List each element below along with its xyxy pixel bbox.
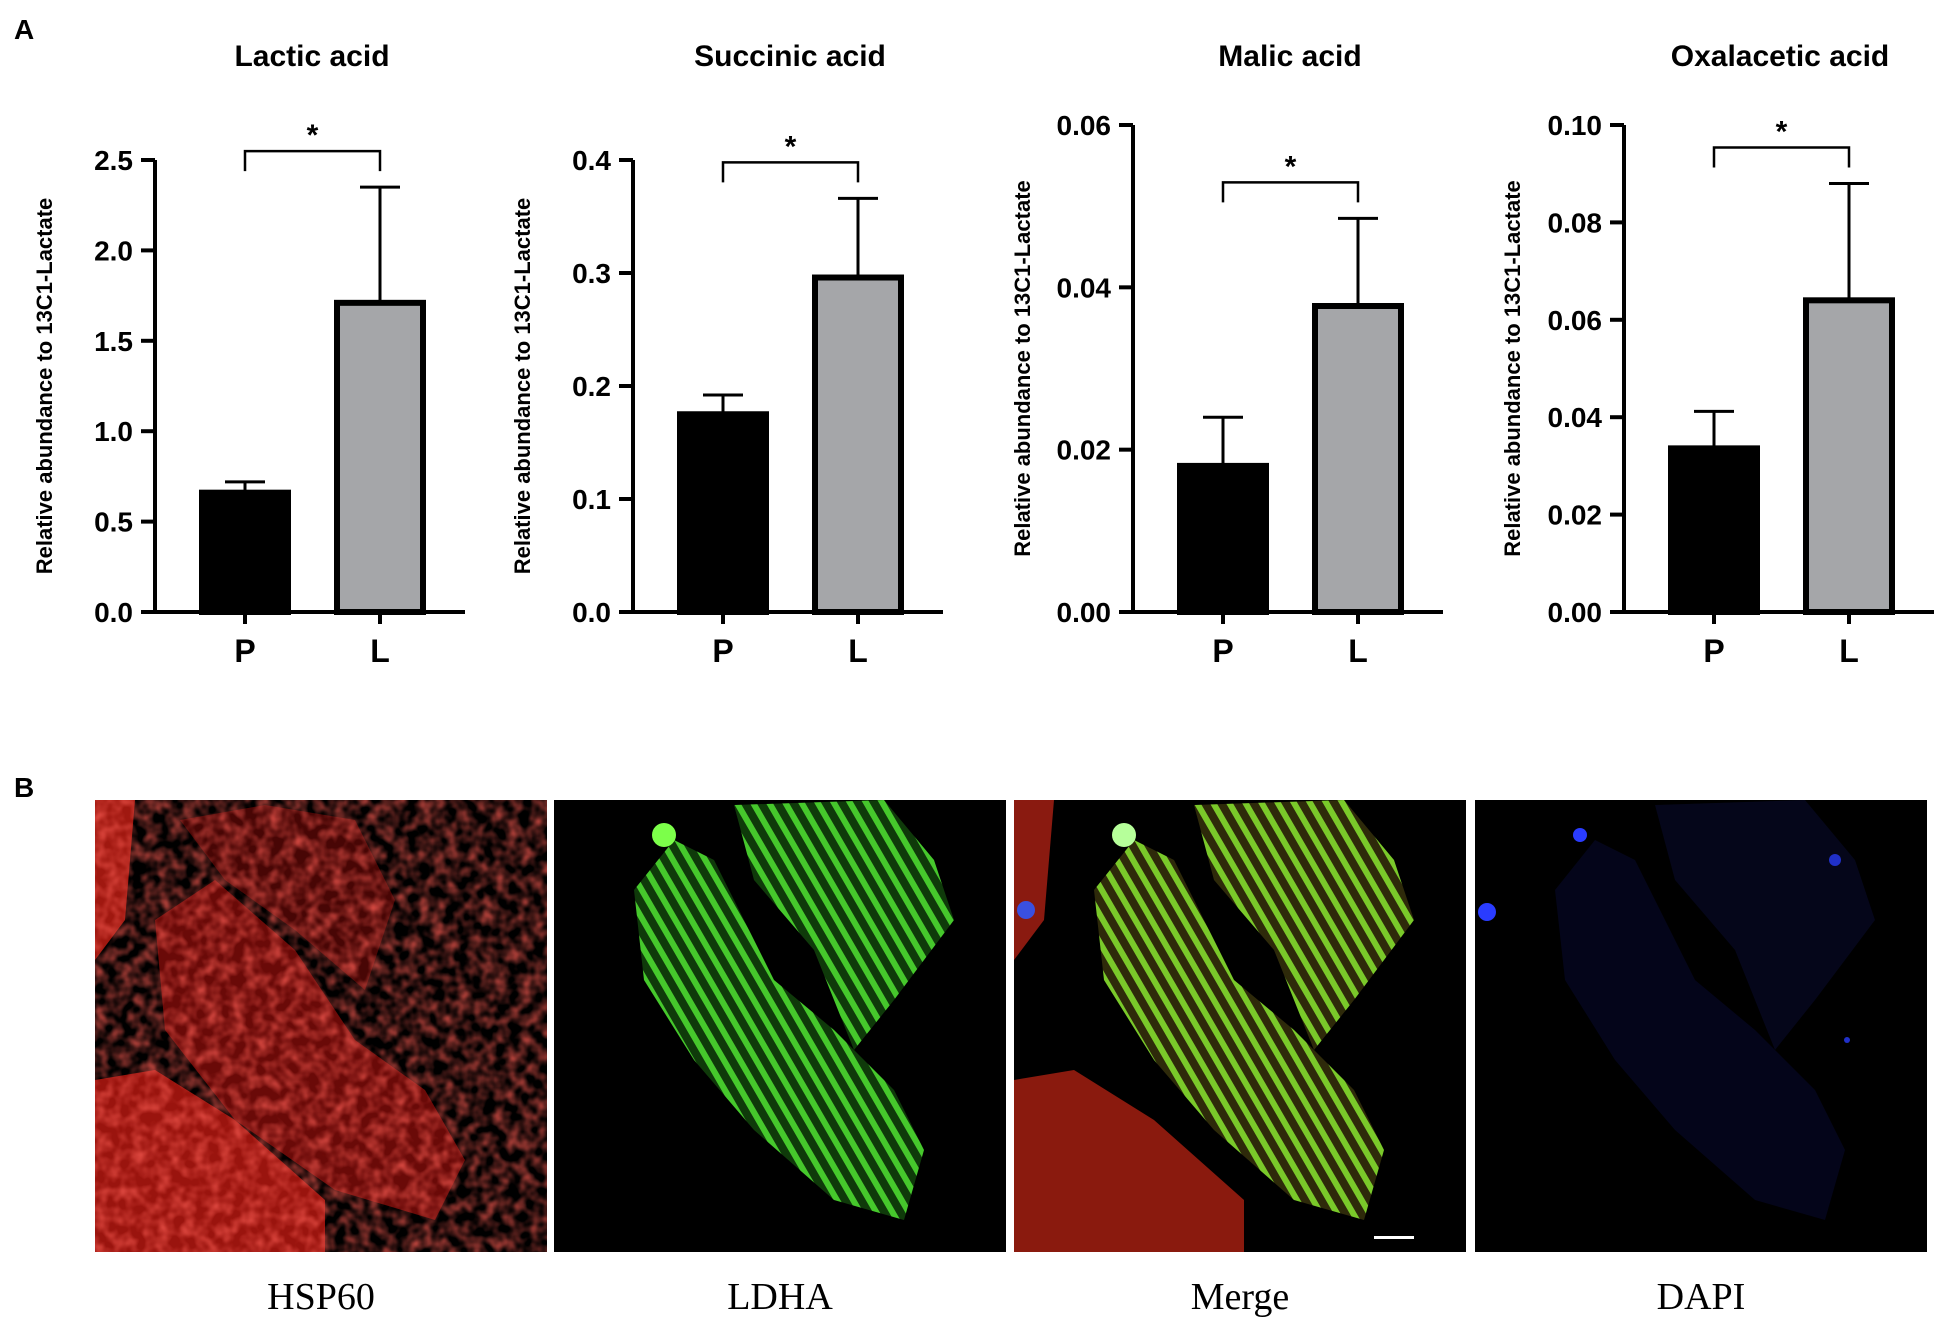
- y-tick-label: 0.06: [1057, 110, 1112, 141]
- bar-L: [334, 299, 426, 615]
- significance-bracket: [1712, 146, 1851, 168]
- significance-marker: *: [1776, 115, 1788, 148]
- chart-title: Oxalacetic acid: [1671, 40, 1889, 73]
- y-tick-label: 1.0: [94, 416, 133, 447]
- merge-cell-left: [1014, 800, 1054, 960]
- y-tick-label: 0.10: [1548, 110, 1603, 141]
- x-tick-label: P: [1212, 633, 1233, 669]
- caption-merge: Merge: [1190, 1276, 1290, 1318]
- micrograph-merge: [1014, 800, 1466, 1252]
- bar-L: [812, 274, 904, 615]
- chart-title: Malic acid: [1218, 40, 1361, 73]
- bar-P: [1668, 445, 1760, 616]
- merge-cell-bottom: [1014, 1070, 1244, 1252]
- merge-cell-top: [1194, 800, 1414, 1050]
- significance-marker: *: [307, 119, 319, 152]
- y-tick-label: 2.5: [94, 145, 133, 176]
- panel-label-b: B: [14, 772, 35, 803]
- dapi-nucleus-2: [1478, 903, 1496, 921]
- panel-label-a: A: [14, 14, 35, 45]
- y-axis-label: Relative abundance to 13C1-Lactate: [1010, 180, 1035, 557]
- x-tick-label: P: [234, 633, 255, 669]
- bar-L: [1803, 297, 1895, 615]
- caption-ldha: LDHA: [727, 1276, 833, 1318]
- y-axis-label: Relative abundance to 13C1-Lactate: [1500, 180, 1525, 557]
- y-tick-label: 0.04: [1057, 272, 1112, 303]
- merge-nucleus: [1017, 901, 1035, 919]
- x-tick-label: P: [712, 633, 733, 669]
- y-tick-label: 0.0: [94, 597, 133, 628]
- bar-P: [199, 489, 291, 615]
- bar-charts: Lactic acid Relative abundance to 13C1-La…: [32, 40, 1934, 669]
- x-tick-label: P: [1703, 633, 1724, 669]
- x-tick-label: L: [1839, 633, 1859, 669]
- significance-marker: *: [785, 130, 797, 163]
- bar-P: [677, 411, 769, 615]
- dapi-faint-cell-2: [1555, 840, 1845, 1220]
- caption-dapi: DAPI: [1656, 1276, 1746, 1318]
- y-tick-label: 0.02: [1548, 500, 1603, 531]
- y-tick-label: 0.5: [94, 507, 133, 538]
- chart-title: Succinic acid: [694, 40, 886, 73]
- y-tick-label: 0.04: [1548, 402, 1603, 433]
- dapi-faint-cell: [1655, 800, 1875, 1050]
- ldha-cell-main: [634, 840, 924, 1220]
- x-tick-label: L: [1348, 633, 1368, 669]
- significance-marker: *: [1285, 150, 1297, 183]
- y-tick-label: 2.0: [94, 235, 133, 266]
- y-tick-label: 0.06: [1548, 305, 1603, 336]
- x-tick-label: L: [370, 633, 390, 669]
- bar-P: [1177, 462, 1269, 615]
- caption-hsp60: HSP60: [267, 1276, 375, 1318]
- y-tick-label: 0.3: [572, 258, 611, 289]
- ldha-cell-top: [734, 800, 954, 1050]
- chart-title: Lactic acid: [234, 40, 389, 73]
- y-tick-label: 0.00: [1057, 597, 1112, 628]
- y-axis-label: Relative abundance to 13C1-Lactate: [510, 198, 535, 575]
- y-tick-label: 0.1: [572, 484, 611, 515]
- y-tick-label: 0.08: [1548, 207, 1603, 238]
- y-tick-label: 0.00: [1548, 597, 1603, 628]
- micrograph-ldha: [554, 800, 1006, 1252]
- y-tick-label: 1.5: [94, 326, 133, 357]
- dapi-nucleus-1: [1573, 828, 1587, 842]
- y-tick-label: 0.02: [1057, 435, 1112, 466]
- micrograph-hsp60: [95, 800, 547, 1252]
- dapi-nucleus-3: [1829, 854, 1841, 866]
- y-tick-label: 0.0: [572, 597, 611, 628]
- significance-bracket: [721, 161, 860, 183]
- x-tick-label: L: [848, 633, 868, 669]
- micrograph-dapi: [1475, 800, 1927, 1252]
- merge-cell-main: [1094, 840, 1384, 1220]
- dapi-nucleus-4: [1844, 1037, 1850, 1043]
- merge-bright-spot: [1112, 823, 1136, 847]
- y-axis-label: Relative abundance to 13C1-Lactate: [32, 198, 57, 575]
- significance-bracket: [1221, 181, 1360, 203]
- y-tick-label: 0.4: [572, 145, 611, 176]
- ldha-bright-spot: [652, 823, 676, 847]
- scale-bar: [1374, 1236, 1414, 1239]
- y-tick-label: 0.2: [572, 371, 611, 402]
- bar-L: [1312, 303, 1404, 615]
- significance-bracket: [243, 149, 382, 172]
